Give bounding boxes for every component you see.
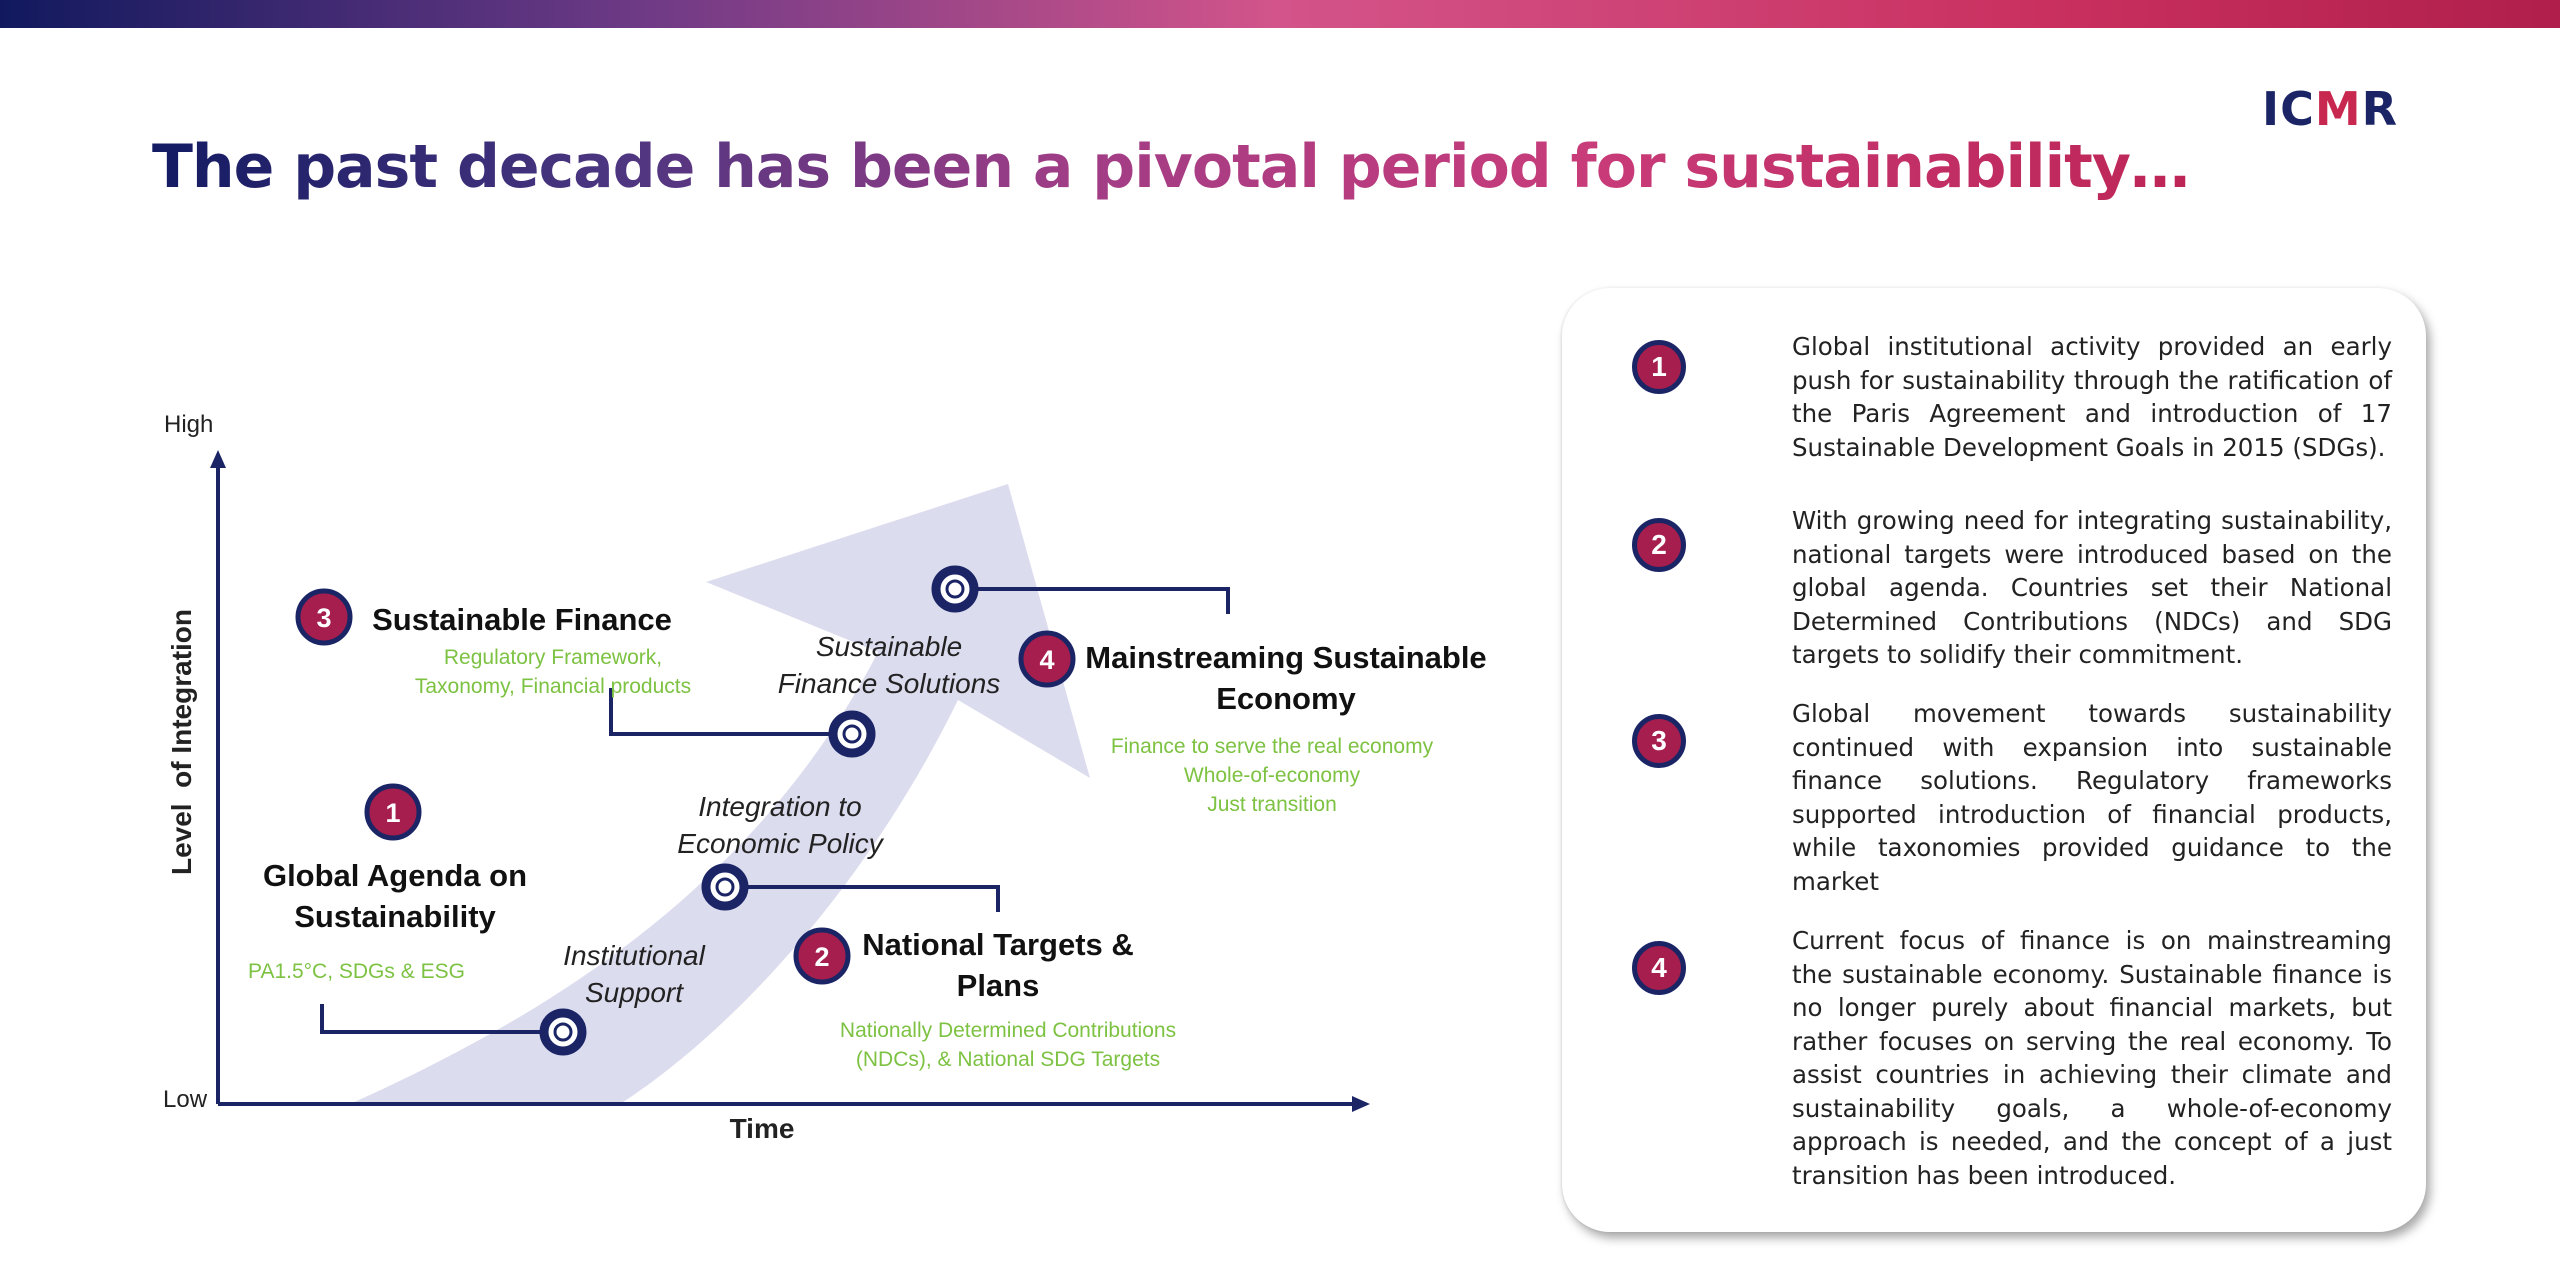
- panel-badge-3: 3: [1632, 714, 1686, 768]
- growth-arrow: [350, 484, 1090, 1104]
- svg-text:2: 2: [814, 942, 829, 972]
- svg-text:3: 3: [316, 603, 331, 633]
- stage-2-detail: Nationally Determined Contributions (NDCs…: [840, 1019, 1176, 1071]
- stage-2-heading: National Targets & Plans: [862, 927, 1134, 1003]
- stage-badge-2: 2: [793, 927, 851, 985]
- axis-low-label: Low: [163, 1086, 208, 1113]
- svg-text:1: 1: [385, 798, 400, 828]
- connector-1: [320, 1004, 544, 1034]
- panel-text-2: With growing need for integrating sustai…: [1792, 506, 2392, 669]
- y-axis-arrowhead: [210, 450, 226, 468]
- target-marker-3: [828, 710, 876, 758]
- axis-high-label: High: [164, 411, 213, 438]
- top-gradient-bar: [0, 0, 2560, 28]
- connector-lines: [320, 587, 1230, 1034]
- panel-badge-1: 1: [1632, 340, 1686, 394]
- target-marker-1: [539, 1008, 587, 1056]
- axes: [216, 462, 1358, 1106]
- connector-2: [744, 885, 1000, 912]
- milestone-sustainable-finance-solutions: Sustainable Finance Solutions: [778, 631, 1001, 699]
- stage-badge-3: 3: [295, 588, 353, 646]
- connector-4: [974, 587, 1230, 614]
- connector-3: [609, 688, 832, 736]
- milestone-institutional-support: Institutional Support: [563, 940, 705, 1008]
- panel-badge-2: 2: [1632, 518, 1686, 572]
- panel-badge-4: 4: [1632, 941, 1686, 995]
- stage-4-heading: Mainstreaming Sustainable Economy: [1085, 640, 1486, 716]
- y-axis-title: Level of Integration: [166, 609, 197, 875]
- stage-1-heading: Global Agenda on Sustainability: [263, 858, 527, 934]
- panel-text-4: Current focus of finance is on mainstrea…: [1792, 926, 2392, 1190]
- stage-badge-4: 4: [1018, 630, 1076, 688]
- explanation-panel: 1 Global institutional activity provided…: [1562, 288, 2426, 1232]
- integration-timeline-diagram: High Low Level of Integration Time Insti…: [163, 411, 1487, 1144]
- slide-title: The past decade has been a pivotal perio…: [152, 132, 2190, 202]
- milestone-integration-economic-policy: Integration to Economic Policy: [677, 791, 884, 859]
- stage-badge-1: 1: [364, 783, 422, 841]
- panel-text-1: Global institutional activity provided a…: [1792, 332, 2392, 462]
- stage-4-detail: Finance to serve the real economy Whole-o…: [1111, 735, 1434, 816]
- stage-3-heading: Sustainable Finance: [372, 602, 672, 637]
- x-axis-arrowhead: [1352, 1096, 1370, 1112]
- panel-text-3: Global movement towards sustainability c…: [1792, 699, 2392, 896]
- icmr-logo: ICMR: [2262, 82, 2399, 136]
- svg-text:4: 4: [1039, 645, 1054, 675]
- target-marker-4: [931, 565, 979, 613]
- stage-1-detail: PA1.5°C, SDGs & ESG: [248, 960, 465, 983]
- target-marker-2: [701, 863, 749, 911]
- x-axis-title: Time: [730, 1113, 795, 1144]
- stage-3-detail: Regulatory Framework, Taxonomy, Financial…: [415, 646, 691, 698]
